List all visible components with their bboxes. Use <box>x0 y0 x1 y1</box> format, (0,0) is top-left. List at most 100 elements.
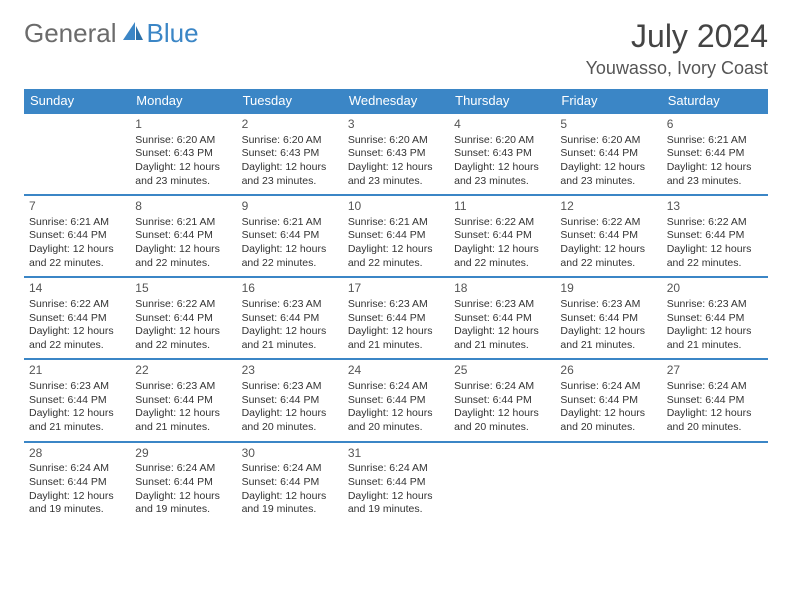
sunrise-line: Sunrise: 6:24 AM <box>29 462 125 476</box>
logo-text-a: General <box>24 18 117 49</box>
sunrise-line: Sunrise: 6:21 AM <box>667 134 763 148</box>
daylight-line: Daylight: 12 hours and 22 minutes. <box>348 243 444 270</box>
daylight-line: Daylight: 12 hours and 19 minutes. <box>135 490 231 517</box>
daylight-line: Daylight: 12 hours and 20 minutes. <box>348 407 444 434</box>
day-header: Sunday <box>24 89 130 113</box>
day-number: 12 <box>560 199 656 215</box>
day-number: 22 <box>135 363 231 379</box>
sunrise-line: Sunrise: 6:20 AM <box>135 134 231 148</box>
sunrise-line: Sunrise: 6:23 AM <box>560 298 656 312</box>
sunset-line: Sunset: 6:44 PM <box>29 229 125 243</box>
calendar-cell: 8Sunrise: 6:21 AMSunset: 6:44 PMDaylight… <box>130 195 236 277</box>
calendar-cell: 7Sunrise: 6:21 AMSunset: 6:44 PMDaylight… <box>24 195 130 277</box>
daylight-line: Daylight: 12 hours and 21 minutes. <box>560 325 656 352</box>
sunrise-line: Sunrise: 6:23 AM <box>348 298 444 312</box>
sunset-line: Sunset: 6:44 PM <box>560 312 656 326</box>
sunrise-line: Sunrise: 6:24 AM <box>454 380 550 394</box>
day-number: 6 <box>667 117 763 133</box>
day-number: 16 <box>242 281 338 297</box>
day-number: 27 <box>667 363 763 379</box>
day-header: Friday <box>555 89 661 113</box>
day-number: 14 <box>29 281 125 297</box>
calendar-cell: 22Sunrise: 6:23 AMSunset: 6:44 PMDayligh… <box>130 359 236 441</box>
calendar-cell: 4Sunrise: 6:20 AMSunset: 6:43 PMDaylight… <box>449 113 555 195</box>
calendar-cell: 27Sunrise: 6:24 AMSunset: 6:44 PMDayligh… <box>662 359 768 441</box>
sunset-line: Sunset: 6:44 PM <box>29 312 125 326</box>
sunset-line: Sunset: 6:44 PM <box>242 312 338 326</box>
sunrise-line: Sunrise: 6:24 AM <box>135 462 231 476</box>
daylight-line: Daylight: 12 hours and 23 minutes. <box>454 161 550 188</box>
sunset-line: Sunset: 6:44 PM <box>667 312 763 326</box>
calendar-cell: 29Sunrise: 6:24 AMSunset: 6:44 PMDayligh… <box>130 442 236 523</box>
calendar-cell: 3Sunrise: 6:20 AMSunset: 6:43 PMDaylight… <box>343 113 449 195</box>
day-number: 31 <box>348 446 444 462</box>
sunrise-line: Sunrise: 6:20 AM <box>454 134 550 148</box>
day-number: 18 <box>454 281 550 297</box>
sunset-line: Sunset: 6:44 PM <box>348 394 444 408</box>
day-number: 10 <box>348 199 444 215</box>
location: Youwasso, Ivory Coast <box>586 58 768 79</box>
sunset-line: Sunset: 6:44 PM <box>135 394 231 408</box>
daylight-line: Daylight: 12 hours and 21 minutes. <box>348 325 444 352</box>
day-number: 8 <box>135 199 231 215</box>
calendar-cell: 14Sunrise: 6:22 AMSunset: 6:44 PMDayligh… <box>24 277 130 359</box>
day-number: 25 <box>454 363 550 379</box>
daylight-line: Daylight: 12 hours and 23 minutes. <box>560 161 656 188</box>
day-number: 2 <box>242 117 338 133</box>
daylight-line: Daylight: 12 hours and 20 minutes. <box>667 407 763 434</box>
day-number: 28 <box>29 446 125 462</box>
sunset-line: Sunset: 6:43 PM <box>348 147 444 161</box>
sunrise-line: Sunrise: 6:20 AM <box>242 134 338 148</box>
sunrise-line: Sunrise: 6:23 AM <box>242 298 338 312</box>
calendar-cell: 24Sunrise: 6:24 AMSunset: 6:44 PMDayligh… <box>343 359 449 441</box>
sunset-line: Sunset: 6:44 PM <box>560 394 656 408</box>
day-number: 19 <box>560 281 656 297</box>
calendar-cell: 12Sunrise: 6:22 AMSunset: 6:44 PMDayligh… <box>555 195 661 277</box>
sunset-line: Sunset: 6:44 PM <box>560 229 656 243</box>
sunset-line: Sunset: 6:44 PM <box>560 147 656 161</box>
sunrise-line: Sunrise: 6:21 AM <box>135 216 231 230</box>
sunrise-line: Sunrise: 6:22 AM <box>29 298 125 312</box>
day-number: 29 <box>135 446 231 462</box>
calendar-cell: 20Sunrise: 6:23 AMSunset: 6:44 PMDayligh… <box>662 277 768 359</box>
day-number: 26 <box>560 363 656 379</box>
calendar-cell: 31Sunrise: 6:24 AMSunset: 6:44 PMDayligh… <box>343 442 449 523</box>
day-number: 11 <box>454 199 550 215</box>
day-number: 21 <box>29 363 125 379</box>
sunrise-line: Sunrise: 6:23 AM <box>242 380 338 394</box>
calendar-cell: 15Sunrise: 6:22 AMSunset: 6:44 PMDayligh… <box>130 277 236 359</box>
sunset-line: Sunset: 6:44 PM <box>667 229 763 243</box>
day-number: 13 <box>667 199 763 215</box>
calendar-cell: 2Sunrise: 6:20 AMSunset: 6:43 PMDaylight… <box>237 113 343 195</box>
daylight-line: Daylight: 12 hours and 23 minutes. <box>348 161 444 188</box>
daylight-line: Daylight: 12 hours and 19 minutes. <box>348 490 444 517</box>
day-number: 30 <box>242 446 338 462</box>
daylight-line: Daylight: 12 hours and 22 minutes. <box>454 243 550 270</box>
daylight-line: Daylight: 12 hours and 22 minutes. <box>667 243 763 270</box>
daylight-line: Daylight: 12 hours and 22 minutes. <box>29 243 125 270</box>
sunset-line: Sunset: 6:44 PM <box>135 312 231 326</box>
day-number: 23 <box>242 363 338 379</box>
sunset-line: Sunset: 6:44 PM <box>348 312 444 326</box>
calendar-cell: 17Sunrise: 6:23 AMSunset: 6:44 PMDayligh… <box>343 277 449 359</box>
daylight-line: Daylight: 12 hours and 19 minutes. <box>29 490 125 517</box>
daylight-line: Daylight: 12 hours and 21 minutes. <box>242 325 338 352</box>
sunrise-line: Sunrise: 6:23 AM <box>454 298 550 312</box>
sunset-line: Sunset: 6:44 PM <box>135 476 231 490</box>
daylight-line: Daylight: 12 hours and 23 minutes. <box>242 161 338 188</box>
calendar-cell: 11Sunrise: 6:22 AMSunset: 6:44 PMDayligh… <box>449 195 555 277</box>
sunrise-line: Sunrise: 6:24 AM <box>348 380 444 394</box>
daylight-line: Daylight: 12 hours and 23 minutes. <box>667 161 763 188</box>
day-number: 15 <box>135 281 231 297</box>
day-number: 1 <box>135 117 231 133</box>
month-title: July 2024 <box>586 18 768 55</box>
sunrise-line: Sunrise: 6:21 AM <box>29 216 125 230</box>
sunset-line: Sunset: 6:44 PM <box>242 476 338 490</box>
calendar-header-row: Sunday Monday Tuesday Wednesday Thursday… <box>24 89 768 113</box>
calendar-cell: 5Sunrise: 6:20 AMSunset: 6:44 PMDaylight… <box>555 113 661 195</box>
calendar-cell: 18Sunrise: 6:23 AMSunset: 6:44 PMDayligh… <box>449 277 555 359</box>
sunset-line: Sunset: 6:44 PM <box>454 229 550 243</box>
day-number: 9 <box>242 199 338 215</box>
sunrise-line: Sunrise: 6:24 AM <box>560 380 656 394</box>
day-number: 7 <box>29 199 125 215</box>
